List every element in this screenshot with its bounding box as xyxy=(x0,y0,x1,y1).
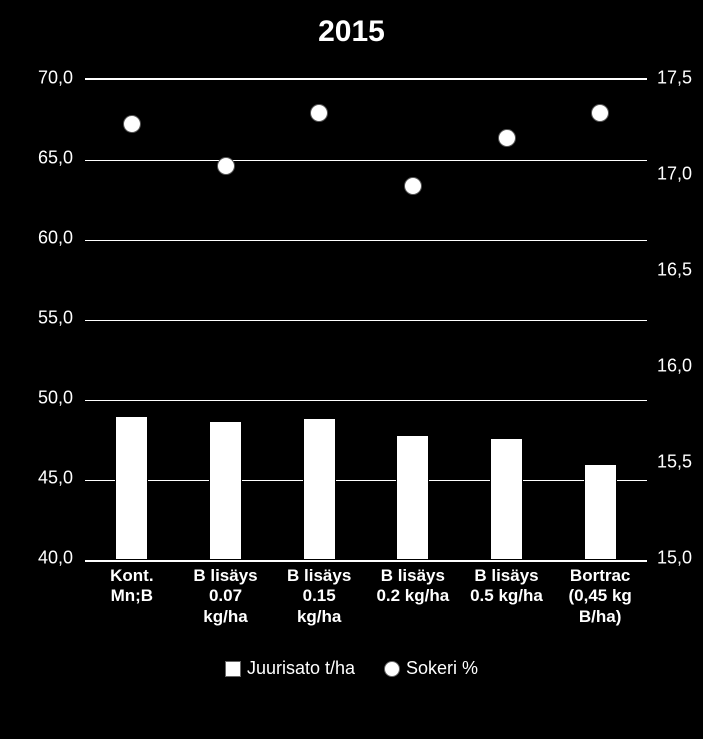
y-right-tick-label: 17,0 xyxy=(657,164,692,185)
scatter-marker xyxy=(591,104,609,122)
y-left-tick-label: 60,0 xyxy=(0,228,73,249)
chart-container: 2015 40,0 45,0 50,0 55,0 60,0 65,0 70,0 15,0 15… xyxy=(0,0,703,739)
legend-markers-label: Sokeri % xyxy=(406,658,478,679)
gridline xyxy=(85,160,647,161)
scatter-marker xyxy=(498,129,516,147)
scatter-marker xyxy=(310,104,328,122)
y-right-tick-label: 17,5 xyxy=(657,68,692,89)
legend-bars-label: Juurisato t/ha xyxy=(247,658,355,679)
y-left-tick-label: 70,0 xyxy=(0,68,73,89)
legend-item-markers: Sokeri % xyxy=(384,658,478,679)
bar xyxy=(396,435,429,560)
legend: Juurisato t/ha Sokeri % xyxy=(0,658,703,682)
bar xyxy=(584,464,617,560)
y-left-tick-label: 55,0 xyxy=(0,308,73,329)
legend-swatch-circle xyxy=(384,661,400,677)
legend-item-bars: Juurisato t/ha xyxy=(225,658,355,679)
y-right-tick-label: 16,0 xyxy=(657,356,692,377)
legend-swatch-bar xyxy=(225,661,241,677)
y-left-tick-label: 45,0 xyxy=(0,468,73,489)
x-tick-label: Kont. Mn;B xyxy=(85,566,179,607)
x-tick-label: B lisäys 0.5 kg/ha xyxy=(460,566,554,607)
y-right-tick-label: 15,5 xyxy=(657,452,692,473)
chart-title: 2015 xyxy=(0,15,703,49)
x-tick-label: B lisäys 0.15 kg/ha xyxy=(272,566,366,627)
gridline xyxy=(85,400,647,401)
plot-area xyxy=(85,78,647,562)
bar xyxy=(490,438,523,560)
bar xyxy=(209,421,242,560)
bar xyxy=(115,416,148,560)
x-tick-label: B lisäys 0.07 kg/ha xyxy=(179,566,273,627)
x-tick-label: B lisäys 0.2 kg/ha xyxy=(366,566,460,607)
y-left-tick-label: 40,0 xyxy=(0,548,73,569)
gridline xyxy=(85,480,647,481)
gridline xyxy=(85,240,647,241)
scatter-marker xyxy=(123,115,141,133)
y-left-tick-label: 65,0 xyxy=(0,148,73,169)
scatter-marker xyxy=(217,157,235,175)
y-right-tick-label: 16,5 xyxy=(657,260,692,281)
y-right-tick-label: 15,0 xyxy=(657,548,692,569)
bar xyxy=(303,418,336,560)
scatter-marker xyxy=(404,177,422,195)
gridline xyxy=(85,320,647,321)
x-tick-label: Bortrac (0,45 kg B/ha) xyxy=(553,566,647,627)
y-left-tick-label: 50,0 xyxy=(0,388,73,409)
